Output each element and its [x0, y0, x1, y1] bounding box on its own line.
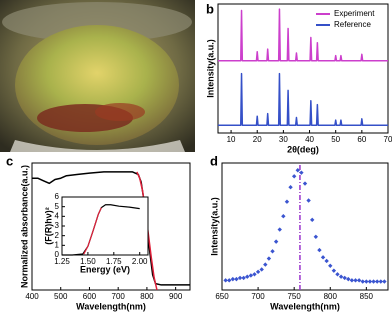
- panel-label: d: [210, 153, 218, 168]
- data-point: [299, 170, 304, 175]
- x-tick-label: 60: [357, 135, 366, 144]
- data-point: [378, 279, 383, 284]
- series-line: [218, 8, 388, 62]
- data-point: [306, 198, 311, 203]
- x-tick-label: 600: [83, 292, 97, 301]
- data-point: [295, 168, 300, 173]
- data-point: [346, 276, 351, 282]
- y-tick-label: 4: [55, 211, 60, 220]
- data-point: [288, 184, 293, 190]
- y-tick-label: 6: [55, 192, 60, 201]
- y-tick-label: 1: [55, 240, 60, 249]
- data-point: [248, 273, 254, 278]
- data-point: [356, 278, 362, 283]
- data-point: [338, 274, 344, 279]
- y-axis-label: Intensity(a.u.): [205, 39, 215, 98]
- photo: [0, 0, 195, 152]
- x-tick-label: 1.75: [106, 257, 122, 266]
- x-tick-label: 30: [279, 135, 288, 144]
- plot-frame: [217, 3, 389, 134]
- data-point: [284, 199, 290, 204]
- series-line: [83, 207, 102, 255]
- x-tick-label: 1.50: [80, 257, 96, 266]
- y-axis-label: Normalized absorbance(a.u.): [19, 165, 29, 288]
- x-tick-label: 750: [287, 292, 301, 301]
- x-tick-label: 700: [251, 292, 265, 301]
- x-axis-label: Wavelength(nm): [270, 301, 340, 311]
- x-axis-label: Wavelength(nm): [76, 301, 146, 311]
- data-point: [270, 249, 275, 254]
- y-axis-label: Intensity(a.u.): [209, 197, 219, 256]
- panel-label: c: [6, 153, 13, 168]
- y-tick-label: 2: [55, 231, 60, 240]
- x-axis-label: 2θ(deg): [287, 144, 319, 154]
- data-point: [364, 279, 369, 284]
- data-point: [273, 239, 279, 244]
- data-point: [266, 256, 272, 261]
- data-point: [382, 279, 387, 284]
- x-tick-label: 20: [253, 135, 262, 144]
- data-point: [342, 275, 347, 281]
- data-point: [317, 247, 322, 253]
- data-point: [302, 181, 308, 186]
- data-point: [234, 276, 239, 282]
- data-point: [320, 255, 326, 260]
- x-tick-label: 400: [25, 292, 39, 301]
- data-point: [259, 267, 264, 272]
- data-point: [241, 275, 246, 281]
- legend-label: Reference: [334, 20, 371, 29]
- series-line: [218, 72, 388, 127]
- data-point: [331, 268, 337, 273]
- x-tick-label: 800: [324, 292, 338, 301]
- x-tick-label: 650: [215, 292, 229, 301]
- data-point: [230, 276, 236, 282]
- data-point: [237, 275, 243, 281]
- data-point: [252, 272, 257, 277]
- data-point: [281, 214, 286, 219]
- data-point: [353, 278, 358, 283]
- data-point: [374, 279, 380, 284]
- x-tick-label: 40: [305, 135, 314, 144]
- data-point: [291, 174, 297, 179]
- panel-label: b: [206, 1, 214, 16]
- data-point: [349, 278, 355, 283]
- x-tick-label: 700: [112, 292, 126, 301]
- x-tick-label: 10: [227, 135, 236, 144]
- x-tick-label: 500: [54, 292, 68, 301]
- data-point: [367, 279, 373, 284]
- data-point: [310, 217, 315, 223]
- data-point: [227, 278, 232, 283]
- data-point: [277, 227, 282, 232]
- x-tick-label: 850: [360, 292, 374, 301]
- data-point: [360, 279, 365, 284]
- legend-label: Experiment: [334, 9, 375, 18]
- data-point: [255, 269, 261, 275]
- y-tick-label: 3: [55, 221, 60, 230]
- data-point: [263, 262, 268, 267]
- y-axis-label: (F(R)hν)²: [43, 207, 53, 245]
- data-point: [223, 278, 228, 283]
- data-point: [313, 234, 319, 239]
- x-tick-label: 1.25: [54, 257, 70, 266]
- data-point: [335, 272, 340, 277]
- x-tick-label: 70: [384, 135, 392, 144]
- x-tick-label: 900: [169, 292, 183, 301]
- data-point: [371, 279, 376, 284]
- y-tick-label: 5: [55, 202, 60, 211]
- data-point: [328, 263, 333, 269]
- y-tick-label: 0: [55, 250, 60, 259]
- x-tick-label: 2.00: [132, 257, 148, 266]
- x-axis-label: Energy (eV): [80, 264, 130, 274]
- x-tick-label: 800: [140, 292, 154, 301]
- data-point: [245, 274, 250, 279]
- x-tick-label: 50: [331, 135, 340, 144]
- data-point: [324, 258, 329, 264]
